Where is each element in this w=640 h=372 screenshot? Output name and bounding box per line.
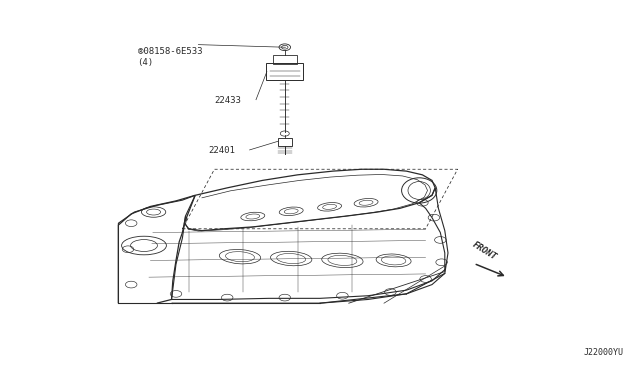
Text: FRONT: FRONT <box>470 241 498 262</box>
Text: 22433: 22433 <box>214 96 241 105</box>
Text: 22401: 22401 <box>208 146 235 155</box>
Bar <box>278 138 292 146</box>
Text: J22000YU: J22000YU <box>584 348 624 357</box>
Text: ®08158-6E533
(4): ®08158-6E533 (4) <box>138 46 202 67</box>
